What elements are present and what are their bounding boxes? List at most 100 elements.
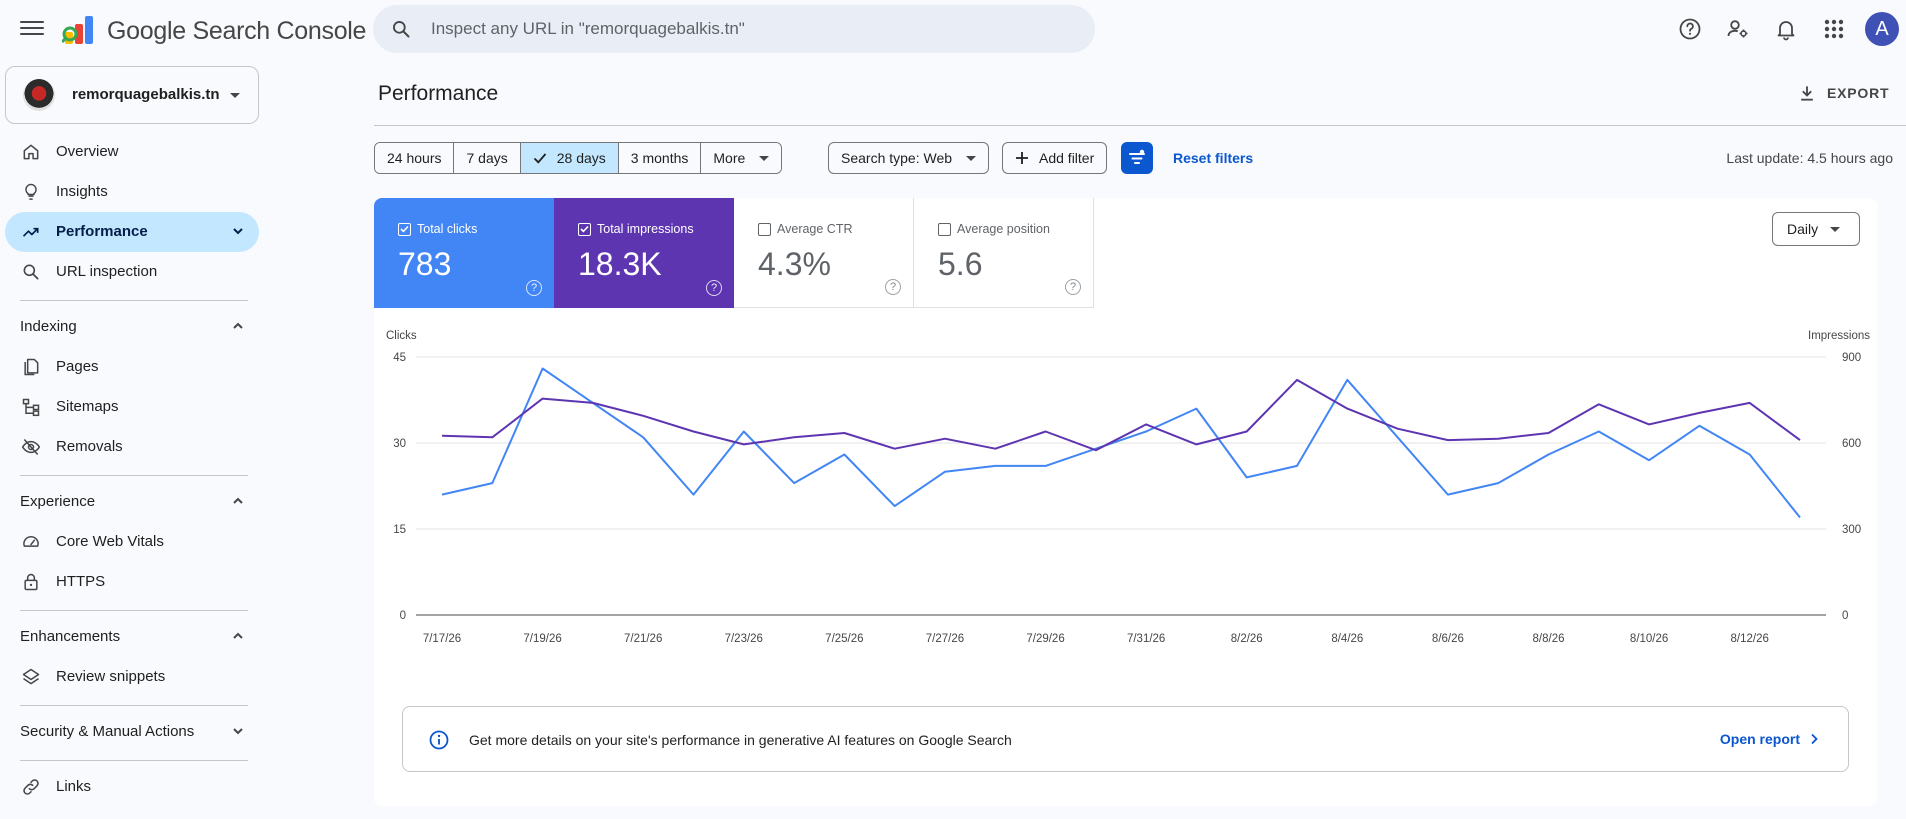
- header-divider: [374, 125, 1906, 126]
- search-type-label: Search type: Web: [841, 150, 953, 166]
- sidebar-item-removals[interactable]: Removals: [5, 427, 259, 467]
- page-title: Performance: [378, 82, 499, 105]
- x-tick-label: 8/6/26: [1432, 633, 1464, 645]
- filter-settings-button[interactable]: [1121, 142, 1153, 174]
- sidebar-item-links[interactable]: Links: [5, 767, 259, 807]
- brand-title[interactable]: Google Search Console: [107, 17, 366, 46]
- apps-grid-icon[interactable]: [1815, 10, 1853, 48]
- date-range-more[interactable]: More: [701, 143, 782, 173]
- banner-text: Get more details on your site's performa…: [469, 732, 1012, 748]
- help-icon[interactable]: ?: [1065, 279, 1081, 295]
- x-tick-label: 7/31/26: [1127, 633, 1165, 645]
- section-security-manual-actions[interactable]: Security & Manual Actions: [5, 712, 259, 752]
- sidebar-item-performance[interactable]: Performance: [5, 212, 259, 252]
- sidebar-item-sitemaps[interactable]: Sitemaps: [5, 387, 259, 427]
- sidebar-item-label: Performance: [56, 223, 148, 240]
- divider: [20, 760, 248, 761]
- sidebar-item-https[interactable]: HTTPS: [5, 562, 259, 602]
- metric-value: 4.3%: [758, 246, 831, 282]
- checkbox-checked-icon[interactable]: [578, 222, 591, 236]
- checkbox-unchecked-icon[interactable]: [938, 222, 951, 236]
- section-enhancements[interactable]: Enhancements: [5, 617, 259, 657]
- chevron-right-icon: [1811, 733, 1818, 745]
- open-report-label: Open report: [1719, 731, 1800, 747]
- checkbox-unchecked-icon[interactable]: [758, 222, 771, 236]
- series-line-impressions: [441, 378, 1801, 452]
- y-left-tick-label: 0: [400, 610, 406, 622]
- x-tick-label: 8/8/26: [1533, 633, 1565, 645]
- search-type-filter[interactable]: Search type: Web: [828, 142, 990, 174]
- date-range-selector: 24 hours 7 days 28 days 3 months More: [374, 142, 783, 174]
- search-console-logo: [62, 16, 93, 44]
- date-range-24-hours[interactable]: 24 hours: [375, 143, 455, 173]
- search-icon: [23, 264, 39, 280]
- metric-header: Average position: [938, 222, 1050, 236]
- y-right-tick-label: 300: [1842, 524, 1861, 536]
- chevron-down-icon: [759, 155, 770, 161]
- chevron-down-icon: [230, 93, 240, 98]
- date-range-3-months[interactable]: 3 months: [618, 143, 702, 173]
- y-left-tick-label: 45: [393, 352, 406, 364]
- sidebar-item-core-web-vitals[interactable]: Core Web Vitals: [5, 522, 259, 562]
- lightbulb-icon: [25, 183, 37, 200]
- sidebar-item-label: Core Web Vitals: [56, 533, 164, 550]
- section-experience[interactable]: Experience: [5, 482, 259, 522]
- property-name: remorquagebalkis.tn: [72, 86, 220, 103]
- x-tick-label: 8/4/26: [1331, 633, 1363, 645]
- x-tick-label: 7/29/26: [1026, 633, 1064, 645]
- date-range-7-days[interactable]: 7 days: [454, 143, 521, 173]
- sidebar-item-label: Pages: [56, 358, 99, 375]
- metric-total-clicks[interactable]: Total clicks 783 ?: [374, 198, 554, 308]
- home-icon: [23, 144, 39, 160]
- sidebar-item-insights[interactable]: Insights: [5, 172, 259, 212]
- chevron-up-icon: [233, 497, 243, 504]
- x-tick-label: 7/27/26: [926, 633, 964, 645]
- url-inspect-input[interactable]: [431, 17, 1071, 41]
- metric-label: Average CTR: [777, 222, 853, 236]
- help-icon[interactable]: ?: [885, 279, 901, 295]
- link-icon: [23, 779, 39, 795]
- x-tick-label: 7/17/26: [423, 633, 461, 645]
- ai-features-banner: Get more details on your site's performa…: [402, 706, 1849, 772]
- url-inspect-search: [373, 5, 1095, 53]
- metric-average-position[interactable]: Average position 5.6 ?: [914, 198, 1094, 308]
- last-update-text: Last update: 4.5 hours ago: [1726, 150, 1893, 166]
- brand-product: Search Console: [192, 17, 367, 45]
- performance-chart[interactable]: Clicks Impressions 0 15 30 45 0 300 600 900 7/17/2…: [374, 320, 1877, 650]
- notifications-icon[interactable]: [1767, 10, 1805, 48]
- sidebar-item-review-snippets[interactable]: Review snippets: [5, 657, 259, 697]
- add-filter-button[interactable]: Add filter: [1002, 142, 1108, 174]
- filter-list-icon: [1129, 149, 1145, 164]
- chevron-down-icon: [233, 228, 243, 235]
- main-menu-icon[interactable]: [20, 18, 44, 38]
- property-selector[interactable]: remorquagebalkis.tn: [5, 66, 259, 124]
- series-line-clicks: [441, 367, 1801, 519]
- sidebar-item-label: Sitemaps: [56, 398, 119, 415]
- export-button[interactable]: EXPORT: [1797, 80, 1889, 106]
- metric-total-impressions[interactable]: Total impressions 18.3K ?: [554, 198, 734, 308]
- sidebar-item-overview[interactable]: Overview: [5, 132, 259, 172]
- reset-filters-link[interactable]: Reset filters: [1173, 150, 1254, 166]
- metric-average-ctr[interactable]: Average CTR 4.3% ?: [734, 198, 914, 308]
- chart-grid: [416, 356, 1826, 616]
- x-tick-label: 7/21/26: [624, 633, 662, 645]
- avatar[interactable]: A: [1865, 12, 1899, 46]
- open-report-link[interactable]: Open report: [1720, 731, 1818, 747]
- metric-value: 5.6: [938, 246, 983, 282]
- sidebar-item-label: Review snippets: [56, 668, 166, 685]
- granularity-selector[interactable]: Daily: [1772, 212, 1860, 246]
- date-range-28-days[interactable]: 28 days: [520, 143, 619, 173]
- sidebar-item-url-inspection[interactable]: URL inspection: [5, 252, 259, 292]
- y-left-axis-label: Clicks: [386, 330, 417, 342]
- divider: [20, 610, 248, 611]
- help-icon[interactable]: ?: [706, 280, 722, 296]
- help-icon[interactable]: ?: [526, 280, 542, 296]
- y-right-tick-label: 0: [1842, 610, 1848, 622]
- checkbox-checked-icon[interactable]: [398, 222, 411, 236]
- sidebar-item-pages[interactable]: Pages: [5, 347, 259, 387]
- help-icon[interactable]: [1671, 10, 1709, 48]
- manage-accounts-icon[interactable]: [1719, 10, 1757, 48]
- section-indexing[interactable]: Indexing: [5, 307, 259, 347]
- section-title: Security & Manual Actions: [20, 723, 195, 740]
